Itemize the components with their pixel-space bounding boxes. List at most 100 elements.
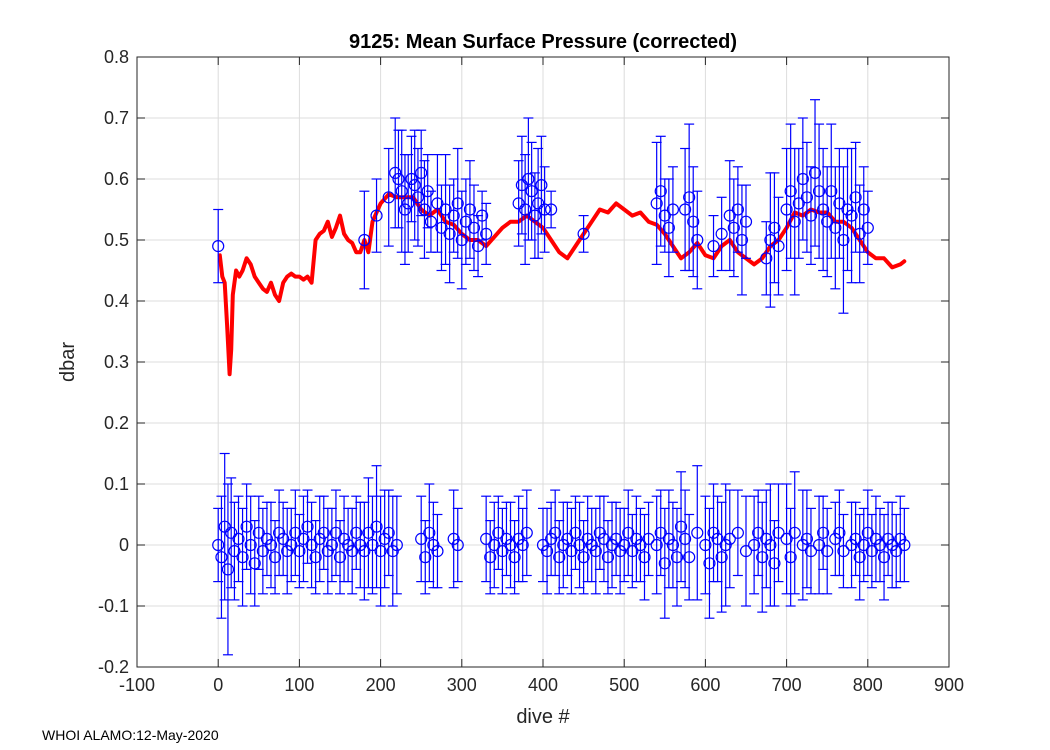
data-point-marker <box>666 203 680 216</box>
data-point-marker <box>817 203 830 216</box>
data-point-marker <box>528 209 541 222</box>
data-point-marker <box>236 551 249 564</box>
data-point-marker <box>293 544 306 558</box>
data-point-marker <box>488 538 501 552</box>
x-tick-label: 700 <box>772 675 802 695</box>
data-point-marker <box>585 538 598 552</box>
data-point-marker <box>557 538 570 552</box>
data-point-marker <box>593 526 606 539</box>
data-point-marker <box>748 538 761 552</box>
x-tick-label: -100 <box>119 675 155 695</box>
data-point-marker <box>780 532 793 546</box>
data-point-marker <box>451 197 464 210</box>
y-tick-label: -0.1 <box>98 596 129 616</box>
data-point-marker <box>833 197 846 210</box>
data-point-marker <box>800 191 814 204</box>
data-point-marker <box>678 532 692 546</box>
data-point-marker <box>812 538 826 552</box>
data-point-marker <box>419 551 432 564</box>
data-point-marker <box>873 538 887 552</box>
data-point-marker <box>374 544 387 558</box>
data-point-marker <box>630 532 643 546</box>
data-point-marker <box>886 538 899 552</box>
data-point-marker <box>573 538 586 552</box>
data-point-marker <box>601 551 615 564</box>
data-point-marker <box>739 215 753 228</box>
data-point-marker <box>691 233 704 247</box>
data-point-marker <box>538 203 551 216</box>
data-point-marker <box>768 221 781 234</box>
data-point-marker <box>577 551 590 564</box>
data-point-marker <box>609 532 623 546</box>
data-point-marker <box>597 532 611 546</box>
y-tick-label: 0.2 <box>104 413 129 433</box>
data-point-marker <box>683 191 696 204</box>
data-point-marker <box>727 221 740 234</box>
data-point-marker <box>861 221 874 234</box>
data-point-marker <box>739 544 753 558</box>
data-point-marker <box>553 551 566 564</box>
data-point-marker <box>772 240 785 253</box>
data-point-marker <box>471 240 485 253</box>
data-point-marker <box>662 221 675 234</box>
data-point-marker <box>780 203 793 216</box>
data-point-marker <box>752 526 765 539</box>
data-point-marker <box>309 551 322 564</box>
data-point-marker <box>569 526 582 539</box>
data-point-marker <box>707 526 720 539</box>
data-point-marker <box>463 203 477 216</box>
data-point-marker <box>390 538 403 552</box>
data-point-marker <box>796 538 809 552</box>
data-point-marker <box>784 185 797 198</box>
data-point-marker <box>687 215 700 228</box>
data-point-marker <box>305 538 318 552</box>
data-point-marker <box>297 532 310 546</box>
data-point-marker <box>654 185 667 198</box>
y-tick-label: 0.5 <box>104 230 129 250</box>
data-point-marker <box>358 544 371 558</box>
data-point-marker <box>500 532 513 546</box>
data-point-marker <box>857 538 870 552</box>
data-point-marker <box>532 197 545 210</box>
data-point-marker <box>218 520 231 533</box>
data-point-marker <box>654 526 667 539</box>
data-point-marker <box>496 544 509 558</box>
data-point-marker <box>260 532 274 546</box>
data-point-marker <box>829 532 842 546</box>
data-point-marker <box>788 526 801 539</box>
data-point-marker <box>731 526 744 539</box>
x-axis-label: dive # <box>516 706 570 728</box>
data-point-marker <box>683 551 696 564</box>
data-point-marker <box>317 526 330 539</box>
data-point-marker <box>516 538 529 552</box>
y-axis-label: dbar <box>57 342 79 382</box>
chart-title: 9125: Mean Surface Pressure (corrected) <box>349 31 737 53</box>
data-point-marker <box>212 538 225 552</box>
data-point-marker <box>715 551 728 564</box>
data-point-marker <box>760 532 773 546</box>
data-point-marker <box>370 209 383 222</box>
data-point-marker <box>735 233 749 247</box>
data-point-marker <box>342 538 355 552</box>
data-point-marker <box>289 526 302 539</box>
data-point-marker <box>402 197 415 210</box>
data-point-marker <box>354 538 367 552</box>
y-tick-label: 0.7 <box>104 108 129 128</box>
data-point-marker <box>408 179 421 192</box>
data-point-marker <box>240 520 253 533</box>
data-point-marker <box>350 526 363 539</box>
y-tick-label: 0.6 <box>104 169 129 189</box>
data-point-marker <box>522 172 535 186</box>
data-point-marker <box>268 551 282 564</box>
data-point-marker <box>492 526 505 539</box>
data-point-marker <box>225 526 238 539</box>
data-point-marker <box>707 240 720 253</box>
data-point-marker <box>804 544 818 558</box>
data-point-marker <box>650 197 663 210</box>
data-point-marker <box>561 532 574 546</box>
data-point-marker <box>837 233 850 247</box>
data-point-marker <box>642 532 655 546</box>
data-point-marker <box>301 520 314 533</box>
plot-series <box>212 99 911 656</box>
data-point-marker <box>881 532 895 546</box>
